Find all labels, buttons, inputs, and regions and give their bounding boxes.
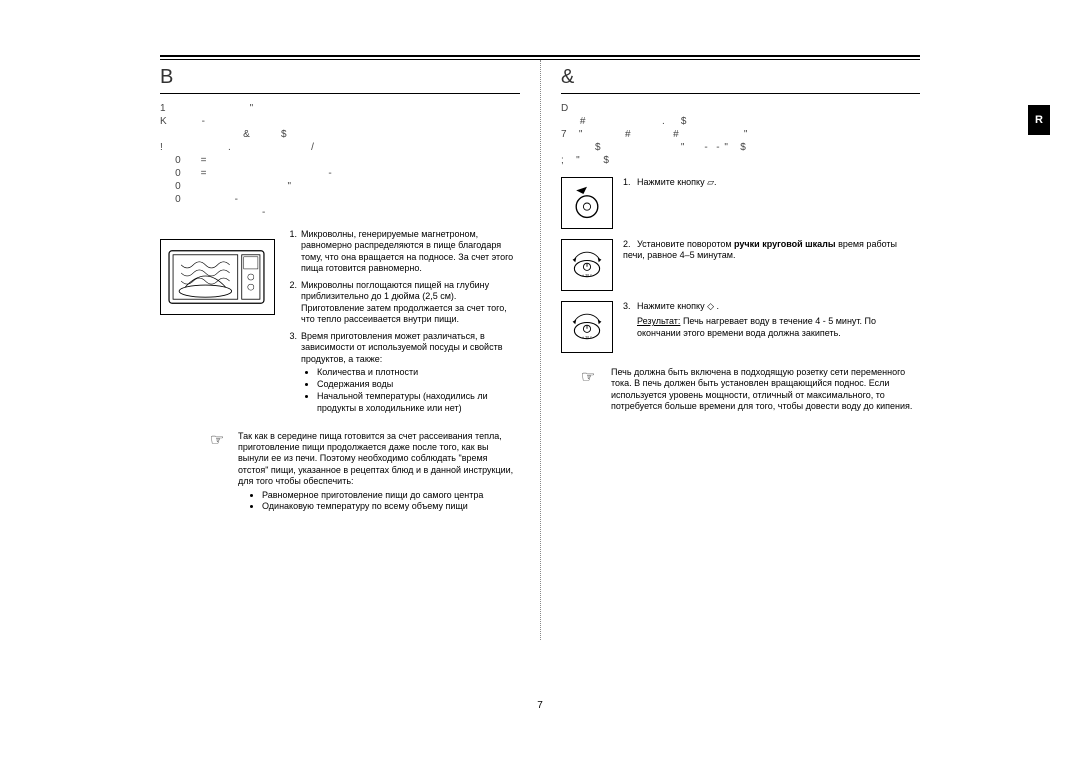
item-number: 1.	[283, 229, 301, 274]
rotary-icon: + 30 s	[561, 239, 613, 291]
right-heading: &	[561, 66, 920, 89]
item-text: Микроволны поглощаются пищей на глубину …	[301, 280, 520, 325]
right-column: & D # . $ 7 " # # " $ " - - " $ ; " $ 1.…	[540, 60, 920, 640]
step-instruction: Нажмите кнопку ▱.	[637, 177, 717, 187]
step-number: 1.	[623, 177, 637, 188]
item-text: Время приготовления может различаться, в…	[301, 331, 520, 415]
list-item: Количества и плотности	[317, 367, 520, 378]
left-heading-rule	[160, 93, 520, 94]
list-item: Содержания воды	[317, 379, 520, 390]
page-number: 7	[537, 700, 543, 711]
microwave-illustration	[160, 239, 275, 315]
step-result: Результат: Печь нагревает воду в течение…	[623, 316, 920, 339]
right-intro: D # . $ 7 " # # " $ " - - " $ ; " $	[561, 102, 920, 167]
dial-triangle-icon	[561, 177, 613, 229]
step-row: + 30 s 3.Нажмите кнопку ◇ . Результат: Печ…	[561, 301, 920, 353]
illustration-column	[160, 229, 275, 421]
item-number: 3.	[283, 331, 301, 415]
numbered-item: 1.Микроволны, генерируемые магнетроном, …	[283, 229, 520, 274]
step-instruction: Установите поворотом ручки круговой шкал…	[623, 239, 897, 260]
right-heading-rule	[561, 93, 920, 94]
svg-text:+ 30 s: + 30 s	[582, 336, 592, 340]
step-row: 1.Нажмите кнопку ▱.	[561, 177, 920, 229]
step-instruction: Нажмите кнопку ◇ .	[637, 301, 719, 311]
step-row: + 30 s 2.Установите поворотом ручки круго…	[561, 239, 920, 291]
left-heading: B	[160, 66, 520, 89]
left-note-sublist: Равномерное приготовление пищи до самого…	[238, 490, 520, 513]
step-number: 3.	[623, 301, 637, 312]
step-text: 2.Установите поворотом ручки круговой шк…	[623, 239, 920, 291]
left-note-block: ☞ Так как в середине пища готовится за с…	[160, 431, 520, 513]
top-rule-thick	[160, 55, 920, 57]
step-number: 2.	[623, 239, 637, 250]
left-note-text: Так как в середине пища готовится за сче…	[238, 431, 520, 487]
svg-text:+ 30 s: + 30 s	[582, 274, 592, 278]
right-steps: 1.Нажмите кнопку ▱. + 30 s 2.Установите по…	[561, 177, 920, 353]
result-label: Результат:	[637, 316, 680, 326]
numbered-item: 2.Микроволны поглощаются пищей на глубин…	[283, 280, 520, 325]
item-text: Микроволны, генерируемые магнетроном, ра…	[301, 229, 520, 274]
item-number: 2.	[283, 280, 301, 325]
item-sublist: Количества и плотностиСодержания водыНач…	[301, 367, 520, 414]
rotary-icon: + 30 s	[561, 301, 613, 353]
left-intro: 1 " K - & $ ! . / 0 = 0 = - 0	[160, 102, 520, 219]
inline-button-icon: ▱	[707, 177, 714, 187]
step-text: 3.Нажмите кнопку ◇ . Результат: Печь нагр…	[623, 301, 920, 353]
numbered-item: 3.Время приготовления может различаться,…	[283, 331, 520, 415]
list-item: Равномерное приготовление пищи до самого…	[262, 490, 520, 501]
right-note-block: ☞ Печь должна быть включена в подходящую…	[581, 367, 920, 412]
hand-pointer-icon: ☞	[581, 367, 599, 412]
hand-pointer-icon: ☞	[210, 431, 228, 513]
page-language-tab: R	[1028, 105, 1050, 135]
left-items: 1.Микроволны, генерируемые магнетроном, …	[283, 229, 520, 421]
left-column: B 1 " K - & $ ! . / 0 = 0 = - 0	[160, 60, 540, 640]
list-item: Одинаковую температуру по всему объему п…	[262, 501, 520, 512]
right-note-text: Печь должна быть включена в подходящую р…	[611, 367, 920, 412]
list-item: Начальной температуры (находились ли про…	[317, 391, 520, 414]
inline-button-icon: ◇	[707, 301, 714, 311]
step-text: 1.Нажмите кнопку ▱.	[623, 177, 920, 229]
